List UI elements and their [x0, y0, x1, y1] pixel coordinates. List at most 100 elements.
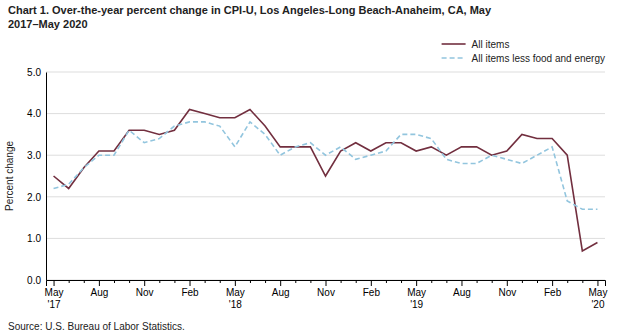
y-tick: 2.0: [27, 192, 46, 203]
x-tick: Feb: [544, 280, 562, 298]
x-tick-label: May'19: [407, 287, 426, 310]
x-tick: Feb: [181, 280, 199, 298]
x-tick: [159, 280, 160, 283]
y-tick: 4.0: [27, 108, 46, 119]
x-tick: [446, 280, 447, 283]
x-tick: [431, 280, 432, 283]
y-tick-label: 1.0: [27, 233, 41, 244]
x-tick-mark: [84, 280, 85, 283]
x-axis-line: [47, 281, 606, 287]
x-tick-label: May'17: [45, 287, 64, 310]
x-tick: [174, 280, 175, 283]
x-tick-label-line: May: [45, 287, 64, 298]
x-tick-mark: [159, 280, 160, 283]
y-tick: 1.0: [27, 233, 46, 244]
x-tick: [567, 280, 568, 283]
x-tick-mark: [129, 280, 130, 283]
legend: All items All items less food and energy: [442, 39, 605, 64]
legend-label: All items less food and energy: [472, 53, 605, 64]
x-tick: [386, 280, 387, 283]
x-tick-label: May'18: [226, 287, 245, 310]
x-tick: [401, 280, 402, 283]
y-tick-label: 2.0: [27, 192, 41, 203]
grid-line: [46, 72, 605, 73]
x-axis: May'17AugNovFebMay'18AugNovFebMay'19AugN…: [45, 280, 608, 310]
y-tick: 3.0: [27, 150, 46, 161]
x-tick: [114, 280, 115, 283]
x-tick-mark: [552, 280, 553, 286]
x-tick-mark: [326, 280, 327, 286]
x-tick-label-line: May: [407, 287, 426, 298]
x-tick-label: Feb: [363, 287, 381, 298]
x-tick-label-line: '20: [591, 299, 604, 310]
legend-item: All items: [442, 39, 510, 50]
x-tick-label-line: Feb: [181, 287, 199, 298]
title-line: Chart 1. Over-the-year percent change in…: [8, 4, 492, 16]
x-tick: [356, 280, 357, 283]
x-tick: Aug: [272, 280, 290, 298]
x-tick: [477, 280, 478, 283]
x-tick-label: Nov: [498, 287, 516, 298]
x-tick-mark: [235, 280, 236, 286]
x-tick: May'19: [407, 280, 426, 310]
x-tick-label: Nov: [136, 287, 154, 298]
x-tick-mark: [250, 280, 251, 283]
x-tick-mark: [69, 280, 70, 283]
y-tick-label: 5.0: [27, 67, 41, 78]
series-line: [54, 122, 598, 209]
x-tick-label: May'20: [588, 287, 607, 310]
x-tick-label-line: May: [588, 287, 607, 298]
x-tick-label-line: Nov: [498, 287, 516, 298]
x-tick-mark: [99, 280, 100, 286]
x-tick-mark: [356, 280, 357, 283]
x-tick: [522, 280, 523, 283]
y-axis-title: Percent change: [4, 141, 15, 211]
x-tick-mark: [295, 280, 296, 283]
x-tick-label-line: Aug: [272, 287, 290, 298]
x-tick-label: Aug: [453, 287, 471, 298]
chart: Chart 1. Over-the-year percent change in…: [0, 0, 619, 336]
x-tick: Feb: [363, 280, 381, 298]
x-tick-mark: [567, 280, 568, 283]
legend-swatch: [442, 57, 466, 59]
x-tick: [265, 280, 266, 283]
x-tick: [220, 280, 221, 283]
series-group: [54, 109, 598, 250]
x-tick-label-line: '18: [229, 299, 242, 310]
x-tick-mark: [401, 280, 402, 283]
x-tick-label: Feb: [181, 287, 199, 298]
x-tick-mark: [144, 280, 145, 286]
y-tick-label: 0.0: [27, 275, 41, 286]
legend-swatch: [442, 43, 466, 45]
x-tick-mark: [114, 280, 115, 283]
x-tick-mark: [582, 280, 583, 283]
x-tick: [295, 280, 296, 283]
x-tick-mark: [341, 280, 342, 283]
legend-item: All items less food and energy: [442, 53, 605, 64]
x-tick-mark: [461, 280, 462, 286]
x-tick-mark: [492, 280, 493, 283]
x-tick-label: Aug: [90, 287, 108, 298]
x-tick: [84, 280, 85, 283]
x-tick-label: Feb: [544, 287, 562, 298]
x-tick-mark: [446, 280, 447, 283]
title-line: 2017–May 2020: [8, 18, 88, 30]
x-tick-label-line: Feb: [544, 287, 562, 298]
x-tick: [129, 280, 130, 283]
y-tick-label: 4.0: [27, 108, 41, 119]
x-tick-mark: [431, 280, 432, 283]
x-tick: Nov: [136, 280, 154, 298]
x-tick: [537, 280, 538, 283]
x-tick-mark: [190, 280, 191, 286]
x-tick: [250, 280, 251, 283]
x-tick: [582, 280, 583, 283]
x-tick-mark: [507, 280, 508, 286]
x-tick-mark: [416, 280, 417, 286]
x-tick-label-line: Aug: [453, 287, 471, 298]
x-tick: Aug: [453, 280, 471, 298]
x-tick-mark: [386, 280, 387, 283]
series-line: [54, 109, 598, 250]
x-tick-label-line: May: [226, 287, 245, 298]
x-tick-mark: [54, 280, 55, 286]
y-tick: 0.0: [27, 275, 46, 286]
